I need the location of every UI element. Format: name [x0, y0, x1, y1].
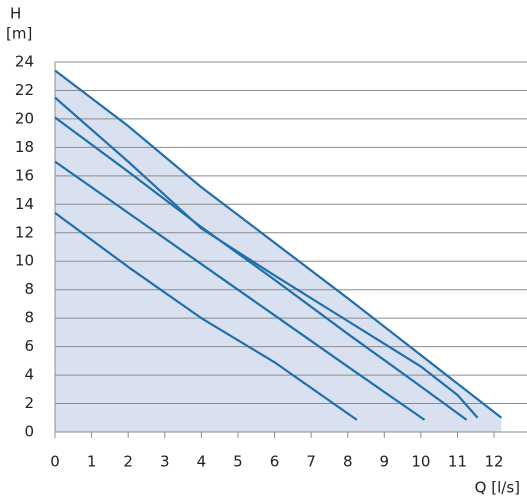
- y-tick-label: 6: [24, 337, 34, 355]
- x-tick-label: 10: [411, 453, 430, 471]
- grid-layer: [54, 61, 527, 438]
- pump-curve: [54, 96, 479, 419]
- y-tick-label: 22: [15, 81, 34, 99]
- x-tick-label: 2: [123, 453, 133, 471]
- x-tick-label: 12: [485, 453, 504, 471]
- operating-area: [55, 70, 502, 433]
- y-tick-label: 10: [15, 252, 34, 270]
- x-tick-label: 1: [87, 453, 97, 471]
- pump-curve: [54, 160, 426, 421]
- y-tick-label: 18: [15, 138, 34, 156]
- x-tick-label: 8: [343, 453, 353, 471]
- y-tick-label: 20: [15, 109, 34, 127]
- y-tick-label: 14: [15, 195, 34, 213]
- area-layer: [55, 70, 502, 433]
- x-tick-label: 4: [197, 453, 207, 471]
- x-tick-label: 3: [160, 453, 170, 471]
- x-tick-label: 6: [270, 453, 280, 471]
- x-tick-label: 5: [233, 453, 243, 471]
- pump-curve: [54, 211, 358, 421]
- pump-curve: [54, 116, 468, 421]
- x-tick-label: 11: [448, 453, 467, 471]
- y-tick-label: 8: [24, 280, 34, 298]
- y-axis-unit: [m]: [6, 25, 32, 43]
- y-tick-label: 12: [15, 223, 34, 241]
- y-tick-label: 8: [24, 309, 34, 327]
- y-tick-label: 0: [24, 423, 34, 441]
- y-tick-label: 16: [15, 166, 34, 184]
- y-axis-label: H: [10, 5, 21, 23]
- x-tick-label: 9: [380, 453, 390, 471]
- x-tick-label: 7: [306, 453, 316, 471]
- y-tick-label: 2: [24, 394, 34, 412]
- y-tick-label: 24: [15, 53, 34, 71]
- pump-curve: [54, 69, 503, 419]
- x-tick-label: 0: [50, 453, 60, 471]
- y-tick-label: 4: [24, 366, 34, 384]
- x-axis-label: Q [l/s]: [475, 479, 520, 497]
